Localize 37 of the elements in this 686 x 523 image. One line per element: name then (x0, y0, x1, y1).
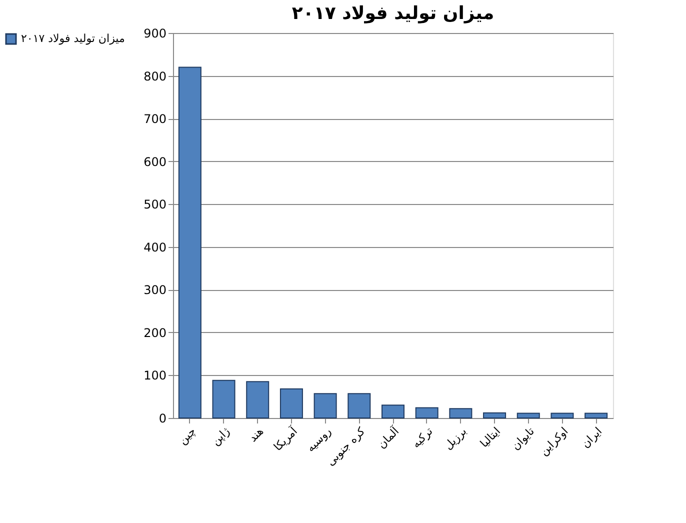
x-tick-label: اوکراین (537, 424, 571, 458)
y-tick-label: 700 (144, 112, 166, 126)
y-tick-label: 300 (144, 283, 166, 298)
bar (415, 407, 438, 418)
bar (348, 393, 371, 418)
bar (550, 412, 574, 418)
bar (516, 412, 540, 418)
x-tick-label: تایوان (509, 424, 537, 453)
y-tick-label: 100 (144, 368, 166, 383)
bar (449, 408, 472, 418)
bar (246, 381, 270, 418)
x-tick-label: ایران (578, 424, 605, 450)
bar (584, 412, 608, 418)
y-tick-label: 800 (144, 69, 166, 84)
y-tick-label: 500 (144, 198, 166, 212)
bar (382, 404, 404, 418)
bar (178, 66, 202, 418)
x-tick-label: آلمان (374, 423, 402, 452)
x-tick-label: ژاپن (209, 424, 232, 448)
y-tick-label: 400 (144, 240, 166, 254)
x-tick-label: چین (176, 424, 198, 448)
bar (280, 388, 303, 418)
bar (212, 380, 236, 418)
y-tick-label: 200 (144, 326, 166, 340)
bar (483, 412, 506, 418)
y-tick-label: 0 (158, 412, 166, 426)
x-tick-label: هند (246, 424, 266, 445)
bar (314, 393, 337, 418)
x-tick-label: ایتالیا (478, 424, 504, 450)
chart-title: میزان تولید فولاد ۲۰۱۷ (292, 3, 494, 24)
x-tick-label: ترکیه (409, 424, 436, 451)
legend-label: میزان تولید فولاد ۲۰۱۷ (21, 32, 125, 45)
x-tick-label: روسیه (304, 424, 334, 455)
x-tick-label: آمریکا (270, 423, 301, 454)
x-tick-label: برزیل (442, 424, 470, 452)
y-tick-label: 900 (144, 26, 166, 40)
y-tick-label: 600 (144, 154, 166, 169)
